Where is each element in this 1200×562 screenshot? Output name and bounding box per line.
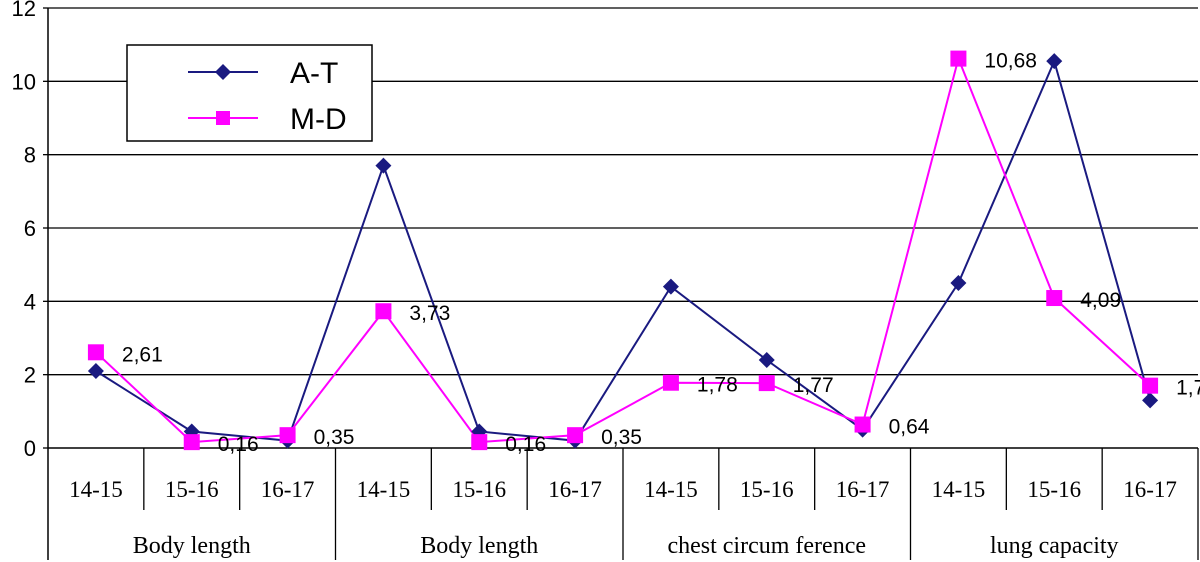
y-tick-label: 4 — [24, 289, 36, 314]
data-label: 2,61 — [122, 343, 163, 366]
data-point-m-d — [471, 434, 488, 451]
data-point-a-t — [662, 278, 679, 295]
x-category-label: 16-17 — [1123, 477, 1177, 502]
x-axis-group-labels: Body length Body length chest circum feren… — [133, 533, 1119, 559]
x-axis-category-labels: 14-15 15-16 16-17 14-15 15-16 16-17 14-15 15-16… — [69, 477, 1177, 502]
legend-box — [126, 44, 373, 142]
series-line-m-d — [95, 55, 1151, 444]
data-point-m-d — [279, 427, 296, 444]
data-label: 3,73 — [409, 302, 450, 325]
data-label: 0,64 — [889, 416, 930, 439]
data-point-a-t — [375, 157, 392, 174]
y-tick-label: 2 — [24, 363, 36, 388]
x-group-label: Body length — [133, 533, 251, 559]
data-point-m-d — [567, 427, 584, 444]
axes — [47, 8, 1199, 560]
y-axis-tick-labels: 0 2 4 6 8 10 12 — [12, 0, 48, 461]
data-label: 0,35 — [601, 426, 642, 449]
data-point-m-d — [854, 416, 871, 433]
legend-marker-m-d — [216, 111, 230, 125]
y-tick-label: 6 — [24, 216, 36, 241]
data-label: 4,09 — [1080, 289, 1121, 312]
data-point-a-t — [1046, 53, 1063, 70]
y-tick-label: 0 — [24, 436, 36, 461]
data-point-m-d — [1046, 290, 1063, 307]
y-tick-label: 10 — [12, 69, 36, 94]
data-label: 10,68 — [984, 50, 1037, 73]
data-point-m-d — [1142, 377, 1159, 394]
legend-marker-a-t — [215, 64, 231, 80]
legend: A-T M-D — [126, 44, 373, 142]
data-point-a-t — [87, 363, 104, 379]
data-label: 0,16 — [218, 433, 259, 456]
data-point-m-d — [375, 303, 392, 320]
data-label: 1,78 — [697, 374, 738, 397]
x-category-label: 16-17 — [261, 477, 315, 502]
x-category-label: 14-15 — [357, 477, 411, 502]
data-point-a-t — [950, 275, 967, 291]
legend-label-m-d: M-D — [290, 103, 347, 136]
y-tick-label: 8 — [24, 143, 36, 168]
x-category-label: 14-15 — [644, 477, 698, 502]
legend-label-a-t: A-T — [290, 57, 338, 90]
series-lines — [87, 50, 1159, 451]
data-point-a-t — [758, 352, 775, 368]
x-category-label: 14-15 — [69, 477, 123, 502]
data-point-m-d — [950, 50, 967, 67]
x-category-label: 16-17 — [836, 477, 890, 502]
x-category-label: 15-16 — [165, 477, 219, 502]
data-point-a-t — [1142, 392, 1159, 409]
x-category-label: 15-16 — [452, 477, 506, 502]
x-group-label: lung capacity — [990, 533, 1119, 559]
data-point-m-d — [758, 375, 775, 392]
y-tick-label: 12 — [12, 0, 36, 21]
data-point-m-d — [183, 434, 200, 451]
data-label: 0,16 — [505, 433, 546, 456]
data-point-m-d — [662, 374, 679, 391]
x-group-label: chest circum ference — [667, 533, 866, 559]
data-label: 1,77 — [793, 374, 834, 397]
x-category-label: 16-17 — [548, 477, 602, 502]
x-group-label: Body length — [420, 533, 538, 559]
data-labels: 2,61 0,16 0,35 3,73 0,16 0,35 1,78 1,77 0,64 10,6… — [122, 50, 1200, 457]
data-point-m-d — [87, 344, 104, 361]
x-category-label: 14-15 — [932, 477, 986, 502]
series-line-a-t — [95, 58, 1152, 442]
data-label: 0,35 — [314, 426, 355, 449]
data-label: 1,7 — [1176, 377, 1200, 400]
x-category-label: 15-16 — [1027, 477, 1081, 502]
x-category-label: 15-16 — [740, 477, 794, 502]
